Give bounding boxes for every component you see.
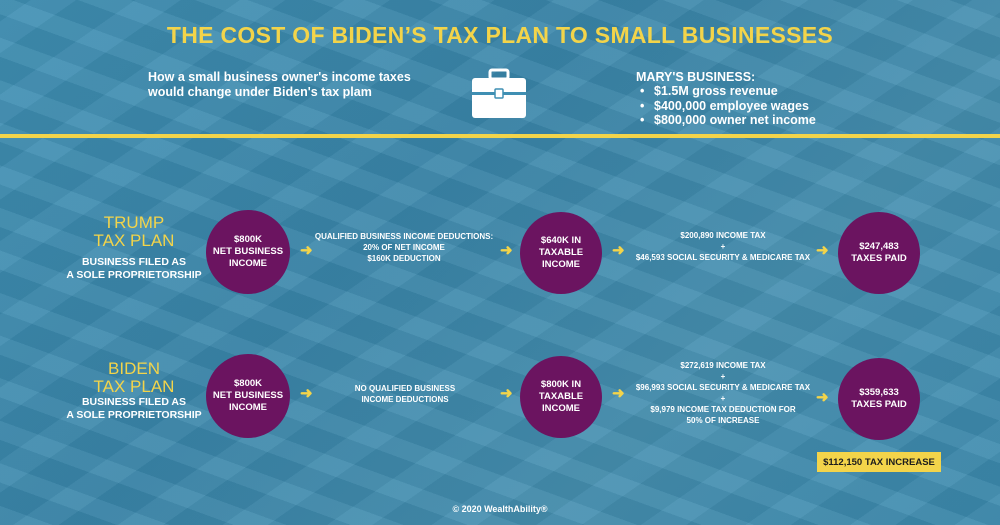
- circle-line: TAXABLE INCOME: [538, 247, 584, 270]
- step-line: $46,593 SOCIAL SECURITY & MEDICARE TAX: [635, 253, 811, 262]
- circle-line: $800K IN: [540, 379, 582, 390]
- trump-taxes-paid-circle: $247,483 TAXES PAID: [838, 212, 920, 294]
- step-line: $96,993 SOCIAL SECURITY & MEDICARE TAX: [635, 383, 811, 392]
- circle-line: $640K IN: [540, 235, 582, 246]
- subtitle: How a small business owner's income taxe…: [148, 70, 448, 100]
- trump-plan-desc: BUSINESS FILED AS A SOLE PROPRIETORSHIP: [44, 256, 224, 282]
- circle-line: TAXES PAID: [851, 253, 907, 264]
- arrow-right-icon: ➜: [612, 242, 625, 259]
- step-line: QUALIFIED BUSINESS INCOME DEDUCTIONS:: [314, 232, 494, 241]
- step-line: +: [720, 394, 726, 403]
- plan-name-line: BIDEN: [108, 359, 160, 378]
- circle-line: TAXABLE INCOME: [538, 391, 584, 414]
- footer-copyright: © 2020 WealthAbility®: [452, 504, 548, 514]
- subtitle-line: would change under Biden's tax plam: [148, 85, 372, 99]
- trump-plan-name: TRUMP TAX PLAN: [44, 214, 224, 250]
- step-line: NO QUALIFIED BUSINESS: [354, 384, 456, 393]
- trump-deduction-text: QUALIFIED BUSINESS INCOME DEDUCTIONS: 20…: [312, 231, 496, 264]
- step-line: +: [720, 242, 726, 251]
- biden-plan-desc: BUSINESS FILED AS A SOLE PROPRIETORSHIP: [44, 396, 224, 422]
- biden-plan-name: BIDEN TAX PLAN: [44, 360, 224, 396]
- biden-net-income-circle: $800K NET BUSINESS INCOME: [206, 354, 290, 438]
- circle-line: INCOME: [229, 258, 267, 269]
- biden-tax-breakdown: $272,619 INCOME TAX + $96,993 SOCIAL SEC…: [628, 360, 818, 426]
- arrow-right-icon: ➜: [612, 385, 625, 402]
- biden-taxes-paid-circle: $359,633 TAXES PAID: [838, 358, 920, 440]
- arrow-right-icon: ➜: [500, 385, 513, 402]
- circle-line: NET BUSINESS: [212, 246, 284, 257]
- circle-line: NET BUSINESS: [212, 390, 284, 401]
- plan-name-line: TAX PLAN: [93, 231, 175, 250]
- circle-line: TAXES PAID: [851, 399, 907, 410]
- step-line: 20% OF NET INCOME: [363, 243, 445, 252]
- plan-name-line: TRUMP: [103, 213, 165, 232]
- arrow-right-icon: ➜: [500, 242, 513, 259]
- plan-desc-line: A SOLE PROPRIETORSHIP: [66, 269, 202, 281]
- trump-taxable-income-circle: $640K IN TAXABLE INCOME: [520, 212, 602, 294]
- step-line: $272,619 INCOME TAX: [680, 361, 766, 370]
- list-item: $800,000 owner net income: [640, 113, 816, 128]
- plan-desc-line: BUSINESS FILED AS: [81, 396, 187, 408]
- list-item: $1.5M gross revenue: [640, 84, 816, 99]
- tax-increase-badge: $112,150 TAX INCREASE: [817, 452, 941, 472]
- arrow-right-icon: ➜: [816, 242, 829, 259]
- business-title: MARY'S BUSINESS:: [636, 70, 756, 84]
- page-title: THE COST OF BIDEN’S TAX PLAN TO SMALL BU…: [166, 22, 834, 48]
- circle-line: $800K: [234, 234, 262, 245]
- circle-line: $359,633: [859, 387, 899, 398]
- arrow-right-icon: ➜: [816, 389, 829, 406]
- subtitle-line: How a small business owner's income taxe…: [148, 70, 411, 84]
- step-line: INCOME DEDUCTIONS: [361, 395, 449, 404]
- trump-tax-breakdown: $200,890 INCOME TAX + $46,593 SOCIAL SEC…: [628, 230, 818, 263]
- circle-line: INCOME: [229, 402, 267, 413]
- arrow-right-icon: ➜: [300, 242, 313, 259]
- list-item: $400,000 employee wages: [640, 99, 816, 114]
- plan-desc-line: A SOLE PROPRIETORSHIP: [66, 409, 202, 421]
- plan-name-line: TAX PLAN: [93, 377, 175, 396]
- circle-line: $247,483: [859, 241, 899, 252]
- circle-line: $800K: [234, 378, 262, 389]
- arrow-right-icon: ➜: [300, 385, 313, 402]
- biden-deduction-text: NO QUALIFIED BUSINESS INCOME DEDUCTIONS: [330, 383, 480, 405]
- step-line: $200,890 INCOME TAX: [680, 231, 766, 240]
- biden-taxable-income-circle: $800K IN TAXABLE INCOME: [520, 356, 602, 438]
- plan-desc-line: BUSINESS FILED AS: [81, 256, 187, 268]
- step-line: $160K DEDUCTION: [367, 254, 441, 263]
- briefcase-icon: [472, 68, 526, 118]
- step-line: +: [720, 372, 726, 381]
- step-line: $9,979 INCOME TAX DEDUCTION FOR: [650, 405, 796, 414]
- business-list: $1.5M gross revenue $400,000 employee wa…: [640, 84, 816, 128]
- trump-net-income-circle: $800K NET BUSINESS INCOME: [206, 210, 290, 294]
- step-line: 50% OF INCREASE: [686, 416, 760, 425]
- divider: [0, 134, 1000, 138]
